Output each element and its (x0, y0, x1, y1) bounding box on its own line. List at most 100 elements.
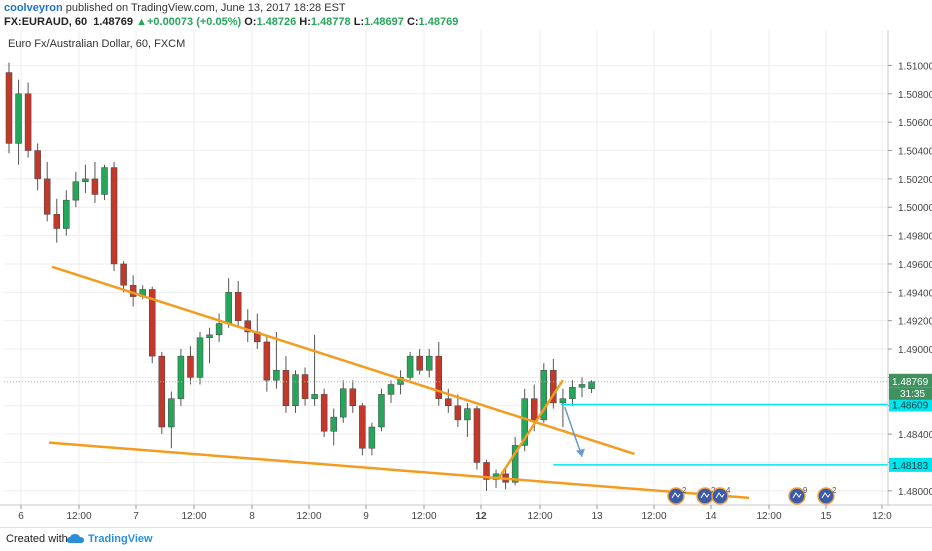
time-axis[interactable]: 6 12:00 7 12:00 8 12:00 9 12:00 12 12:00 13 12:00 14… (0, 504, 932, 522)
close-value: 1.48769 (418, 16, 459, 28)
event-icons: 22492 (667, 486, 837, 505)
current-price-label: 1.48769 (892, 377, 929, 388)
created-with-label: Created with (6, 533, 68, 545)
event-flag-icon (788, 487, 806, 505)
economic-event-icon: 9 (788, 486, 808, 505)
author-link[interactable]: coolveyron (4, 2, 63, 14)
candle-body (63, 199, 70, 229)
projection-arrow-head (576, 448, 585, 457)
tradingview-logo[interactable]: TradingView (88, 533, 153, 545)
candle-body (311, 394, 318, 399)
tradingview-cloud-icon (67, 534, 84, 543)
candle-body (149, 289, 156, 357)
price-change: +0.00073 (+0.05%) (146, 16, 242, 28)
candle-body (588, 381, 595, 389)
event-count: 9 (803, 486, 808, 495)
candle-body (340, 388, 347, 418)
candle-body (416, 355, 423, 371)
target-price-label: 1.48183 (892, 461, 929, 472)
current-price-tag (889, 373, 932, 388)
event-glyph-icon (671, 492, 681, 499)
event-glyph-icon (792, 492, 802, 499)
candle-body (34, 150, 41, 180)
high-label: H: (299, 16, 311, 28)
candle-body (168, 398, 175, 428)
footer: Created with TradingView (0, 527, 932, 551)
countdown-tag (889, 387, 932, 400)
economic-event-icon: 2 (817, 486, 837, 505)
candle-body (531, 398, 538, 421)
price-chart[interactable]: Euro Fx/Australian Dollar, 60, FXCM 1.51… (0, 30, 932, 527)
symbol-line: FX:EURAUD, 60 1.48769 ▲+0.00073 (+0.05%)… (4, 16, 458, 28)
trendline-upper (51, 265, 635, 456)
event-count: 2 (832, 486, 837, 495)
candle-body (320, 394, 328, 432)
price-axis[interactable]: 1.51000 1.50800 1.50600 1.50400 1.50200 1.500… (887, 30, 932, 505)
low-value: 1.48697 (364, 16, 404, 28)
candle-body (511, 445, 519, 483)
chart-header: coolveyron published on TradingView.com,… (0, 0, 932, 30)
high-value: 1.48778 (310, 16, 351, 28)
y-tick-label: 1.50400 (898, 147, 932, 158)
candle-body (301, 374, 309, 399)
x-tick-label: 13 (591, 511, 603, 522)
candle-body (82, 178, 89, 182)
candle-body (187, 355, 194, 378)
candle-body (273, 370, 280, 381)
x-tick-label: 12 (475, 511, 487, 522)
y-tick-label: 1.50800 (898, 90, 932, 101)
candle-body (445, 398, 452, 406)
target-price-tag (889, 457, 932, 472)
countdown-label: 31:35 (900, 389, 925, 400)
candle-body (234, 292, 242, 321)
grid (4, 30, 888, 505)
candle-body (43, 178, 51, 215)
x-tick-label: 6 (18, 511, 24, 522)
candles (5, 62, 595, 491)
candle-body (368, 426, 376, 449)
candle-body (349, 388, 357, 406)
candle-body (101, 167, 108, 195)
symbol-label: FX:EURAUD, 60 (4, 16, 88, 28)
event-glyph-icon (715, 492, 725, 499)
last-price: 1.48769 (93, 16, 134, 28)
event-count: 4 (726, 486, 731, 495)
x-tick-label: 12:00 (181, 511, 206, 522)
y-tick-label: 1.49000 (898, 345, 932, 356)
x-tick-label: 12:0 (872, 511, 892, 522)
y-tick-label: 1.49400 (898, 288, 932, 299)
candle-body (292, 374, 299, 406)
low-label: L: (353, 16, 365, 28)
x-tick-label: 12:00 (296, 511, 321, 522)
up-triangle-icon: ▲ (136, 16, 147, 28)
target-price-tag (889, 397, 932, 412)
candle-body (540, 370, 548, 421)
candle-body (177, 355, 185, 399)
publish-text: published on TradingView.com, June 13, 2… (65, 2, 346, 14)
drawings (4, 265, 888, 500)
event-flag-icon (667, 487, 685, 505)
target-price-label: 1.48609 (892, 400, 929, 411)
open-label: O: (244, 16, 257, 28)
candle-body (53, 214, 60, 229)
y-tick-label: 1.50200 (898, 175, 932, 186)
candle-body (378, 394, 385, 428)
chart-area[interactable]: Euro Fx/Australian Dollar, 60, FXCM 1.51… (0, 30, 932, 527)
event-count: 2 (682, 486, 687, 495)
event-glyph-icon (700, 492, 710, 499)
x-tick-label: 8 (249, 511, 255, 522)
x-tick-label: 7 (133, 511, 139, 522)
y-tick-label: 1.49800 (898, 232, 932, 243)
candle-body (359, 405, 366, 449)
candle-body (454, 405, 462, 421)
event-flag-icon (817, 487, 835, 505)
event-glyph-icon (821, 492, 831, 499)
close-label: C: (406, 16, 419, 28)
candle-body (483, 462, 490, 480)
candle-body (72, 181, 80, 201)
trendline-lower (49, 441, 750, 500)
y-tick-label: 1.49600 (898, 260, 932, 271)
event-flag-icon (711, 487, 729, 505)
candle-body (330, 416, 337, 432)
economic-event-icon: 2 (667, 486, 687, 505)
